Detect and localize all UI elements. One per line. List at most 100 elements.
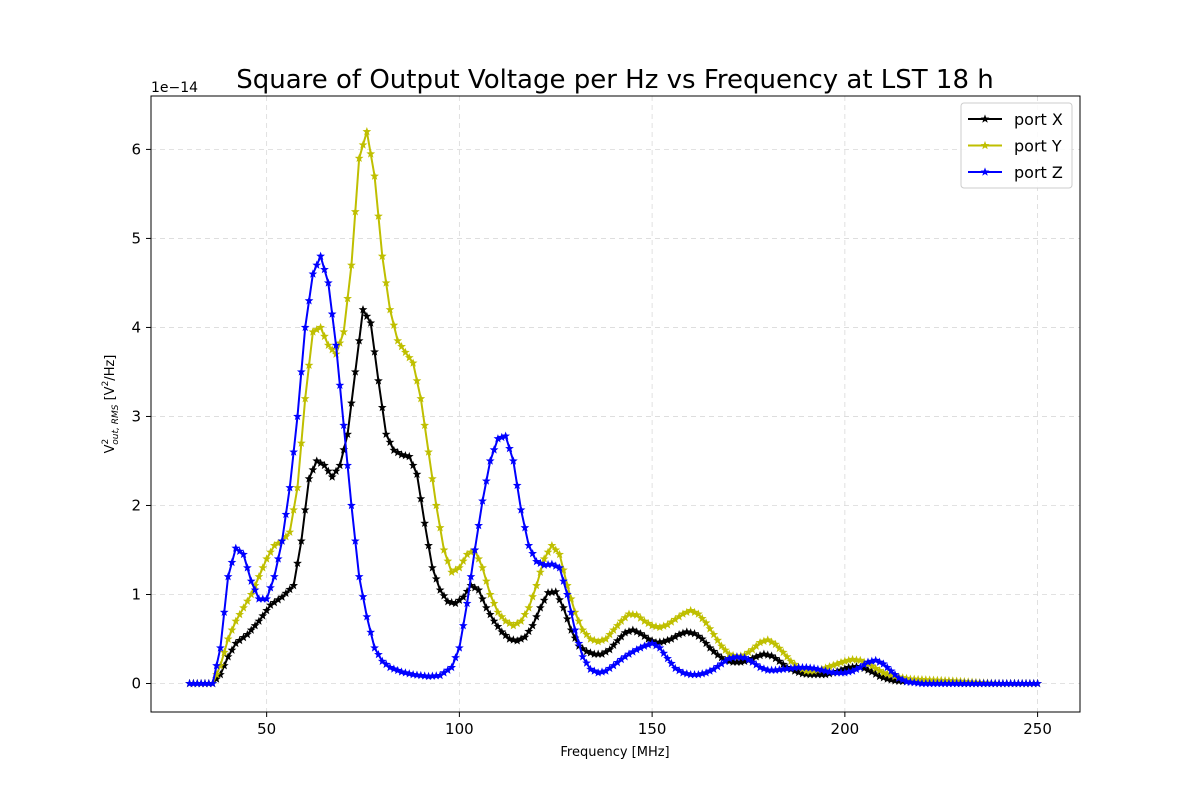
data-point <box>539 554 549 563</box>
data-point <box>963 678 973 688</box>
data-point <box>836 668 846 677</box>
y-tick-label: 2 <box>131 496 141 514</box>
data-point <box>601 634 611 643</box>
data-point <box>601 666 611 675</box>
data-point <box>832 659 842 668</box>
data-point <box>293 483 302 492</box>
data-point <box>416 394 426 403</box>
data-point <box>296 367 306 376</box>
data-point <box>381 659 391 669</box>
data-point <box>535 567 545 576</box>
data-point <box>455 595 464 604</box>
data-point <box>185 678 194 688</box>
data-point <box>312 260 322 269</box>
data-point <box>794 667 803 677</box>
x-tick-label: 100 <box>445 720 474 738</box>
data-point <box>543 588 553 597</box>
data-point <box>535 603 545 612</box>
data-point <box>358 140 368 149</box>
data-point <box>428 563 437 572</box>
data-point <box>420 518 430 527</box>
x-tick-label: 50 <box>257 720 276 738</box>
data-point <box>489 598 499 608</box>
data-point <box>605 663 615 673</box>
data-point <box>863 665 873 674</box>
data-point <box>1002 678 1012 688</box>
data-point <box>478 563 487 572</box>
data-point <box>458 621 468 630</box>
data-point <box>478 594 487 603</box>
data-point <box>848 654 857 664</box>
data-point <box>216 643 225 652</box>
data-point <box>805 663 815 672</box>
data-point <box>254 572 264 581</box>
data-point <box>855 655 865 665</box>
data-point <box>516 505 526 514</box>
data-point <box>362 127 372 136</box>
data-point <box>975 678 985 688</box>
data-point <box>300 394 310 403</box>
data-point <box>431 574 441 583</box>
data-point <box>451 565 460 574</box>
data-point <box>667 617 676 626</box>
data-point <box>485 456 495 465</box>
data-point <box>613 621 622 630</box>
data-point <box>231 638 241 648</box>
data-point <box>524 626 534 636</box>
data-point <box>532 612 541 621</box>
data-point <box>751 641 761 650</box>
data-point <box>944 678 954 688</box>
legend-box <box>960 102 1073 189</box>
data-point <box>389 664 399 673</box>
data-point <box>327 309 337 318</box>
data-point <box>859 660 869 669</box>
y-axis-label-unit-sup: 2 <box>101 381 111 387</box>
data-point <box>782 664 792 673</box>
data-point <box>412 376 422 385</box>
data-point <box>740 656 750 665</box>
data-point <box>782 652 792 661</box>
data-point <box>620 628 630 637</box>
data-point <box>709 646 719 656</box>
data-point <box>304 360 314 369</box>
data-point <box>219 661 229 670</box>
plot-frame <box>150 95 1081 713</box>
data-point <box>204 678 214 688</box>
data-point <box>643 634 653 643</box>
data-point <box>1033 678 1042 688</box>
data-point <box>289 447 298 456</box>
data-point <box>223 572 233 581</box>
data-point <box>269 597 279 607</box>
data-point <box>825 667 834 676</box>
data-point <box>447 567 457 576</box>
data-point <box>747 645 757 654</box>
data-point <box>1006 678 1015 688</box>
data-point <box>759 664 769 673</box>
data-point <box>439 591 449 600</box>
data-point <box>867 656 877 665</box>
data-point <box>308 327 318 336</box>
data-point <box>331 340 341 349</box>
legend-label: port Z <box>1014 163 1063 182</box>
data-point <box>300 322 310 332</box>
data-point <box>879 659 888 668</box>
data-point <box>462 598 472 608</box>
data-point <box>778 647 788 657</box>
data-point <box>377 656 387 665</box>
data-point <box>690 607 699 617</box>
y-axis-label-main: V <box>103 444 118 453</box>
data-point <box>316 458 325 467</box>
data-point <box>404 451 414 461</box>
data-point <box>663 620 672 629</box>
series-port-y <box>185 127 1042 688</box>
data-point <box>948 678 958 688</box>
data-point <box>917 678 927 688</box>
data-point <box>863 657 873 666</box>
data-point <box>717 653 726 662</box>
data-point <box>933 678 942 688</box>
data-point <box>597 635 607 645</box>
data-point <box>416 670 426 680</box>
data-point <box>747 657 757 666</box>
data-point <box>508 456 518 465</box>
data-point <box>223 634 233 643</box>
